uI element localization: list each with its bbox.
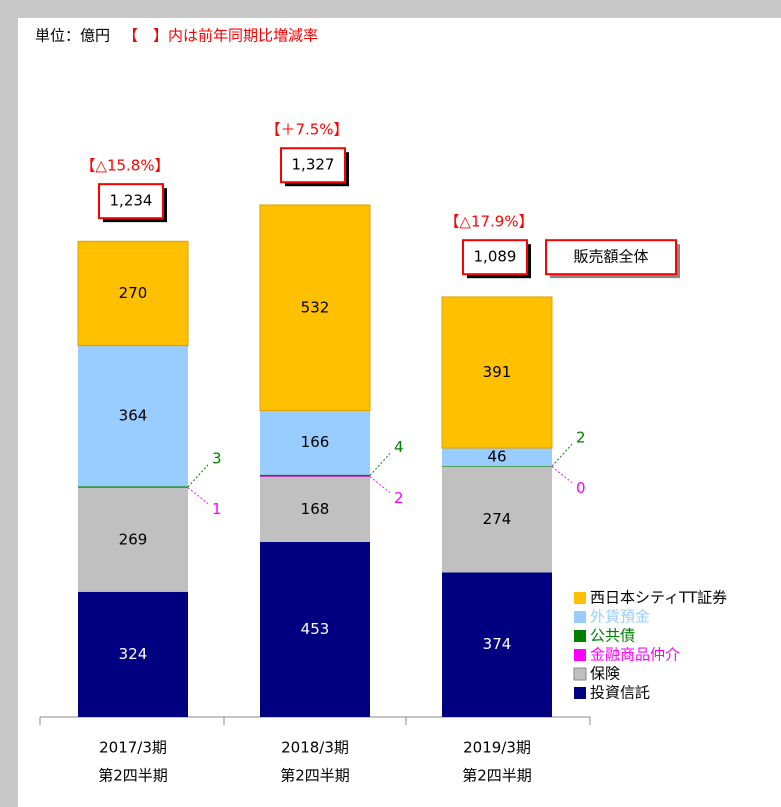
unit-label: 単位：億円 (35, 27, 110, 45)
legend-swatch (574, 630, 586, 642)
bar-segment (77, 240, 189, 347)
legend-label: 公共債 (590, 627, 635, 645)
segment-label: 391 (483, 363, 512, 381)
small-value-label: 0 (576, 479, 586, 497)
leader-line (369, 476, 391, 494)
small-value-label: 1 (212, 500, 222, 518)
x-tick-label: 2017/3期 (99, 739, 167, 757)
note: 【 】内は前年同期比増減率 (123, 27, 318, 45)
small-value-label: 2 (576, 429, 586, 447)
change-label: 【△17.9%】 (444, 213, 533, 231)
segment-label: 374 (483, 635, 512, 653)
leader-line (551, 466, 573, 483)
x-tick-label: 第2四半期 (462, 767, 532, 785)
x-tick-label: 2019/3期 (463, 739, 531, 757)
legend-label: 保険 (590, 665, 620, 683)
bar-segment (260, 541, 370, 717)
change-label: 【△15.8%】 (80, 157, 169, 175)
bar-segment (260, 477, 370, 542)
segment-label: 270 (119, 284, 148, 302)
legend-swatch (574, 649, 586, 661)
leader-line (369, 453, 391, 476)
bar-segment (442, 465, 552, 467)
segment-label: 453 (301, 620, 330, 638)
bar-segment (441, 296, 553, 449)
legend-label: 金融商品仲介 (590, 646, 680, 664)
bar-segment (78, 486, 188, 488)
x-tick-label: 第2四半期 (98, 767, 168, 785)
bar-segment (259, 204, 371, 412)
bar-segment (260, 474, 370, 477)
total-name-box (545, 239, 677, 276)
legend-label: 西日本シティTT証券 (590, 589, 727, 607)
segment-label: 364 (119, 406, 148, 424)
leader-line (551, 443, 573, 467)
leader-line (187, 487, 209, 505)
bar-segment (442, 466, 552, 573)
small-value-label: 4 (394, 438, 404, 456)
small-value-label: 3 (212, 449, 222, 467)
total-name: 販売額全体 (573, 248, 648, 266)
legend-swatch (574, 592, 586, 604)
bar-segment (442, 448, 552, 466)
legend-swatch (574, 611, 586, 623)
segment-label: 324 (119, 645, 148, 663)
segment-label: 274 (483, 510, 512, 528)
segment-label: 532 (301, 298, 330, 316)
total-box (462, 239, 528, 276)
segment-label: 166 (301, 433, 330, 451)
small-value-label: 2 (394, 489, 404, 507)
change-label: 【＋7.5%】 (265, 121, 348, 139)
total-label: 1,089 (474, 248, 517, 266)
bar-segment (78, 591, 188, 717)
legend-swatch (573, 667, 587, 681)
legend-label: 外貨預金 (590, 608, 650, 626)
bar-segment (78, 487, 188, 592)
bar-segment (442, 572, 552, 717)
leader-line (187, 464, 209, 488)
segment-label: 46 (487, 447, 506, 465)
legend-label: 投資信託 (590, 684, 650, 702)
x-tick-label: 2018/3期 (281, 739, 349, 757)
bar-segment (78, 345, 188, 487)
segment-label: 168 (301, 500, 330, 518)
total-box (98, 183, 164, 220)
bar-segment (260, 410, 370, 475)
axis-ticks (39, 717, 591, 725)
total-label: 1,327 (292, 156, 335, 174)
segment-label: 269 (119, 530, 148, 548)
x-tick-label: 第2四半期 (280, 767, 350, 785)
bar-segment (260, 476, 370, 478)
total-box (280, 147, 346, 184)
legend-swatch (574, 687, 586, 699)
total-label: 1,234 (110, 192, 153, 210)
